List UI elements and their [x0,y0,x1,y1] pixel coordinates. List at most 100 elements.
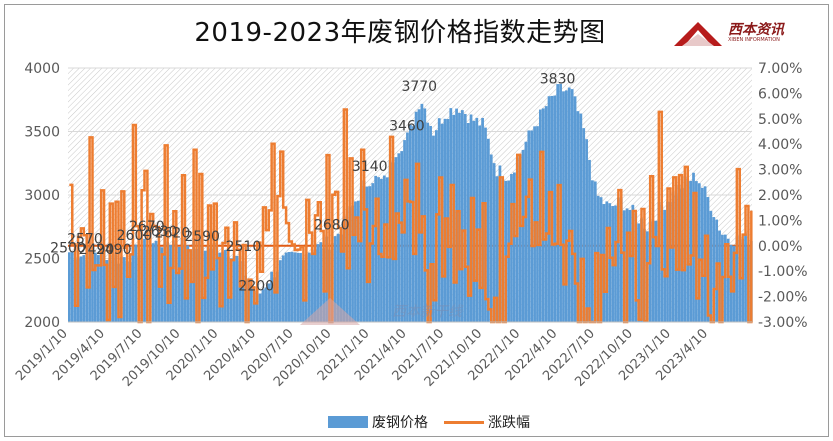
data-label: 2510 [226,239,262,255]
price-bar [585,139,588,322]
price-bar [313,249,317,322]
data-label: 2670 [129,219,165,235]
price-bar [591,180,594,322]
price-bar [278,260,282,322]
price-bar [180,237,184,322]
data-label: 3830 [540,72,576,88]
price-bar [429,125,432,323]
price-bar [466,123,470,322]
price-bar [697,183,701,322]
price-bar [250,284,253,322]
data-label: 2490 [96,242,132,258]
price-bar [486,138,490,322]
price-bar [114,254,117,322]
price-bar [397,153,401,322]
price-bar [420,103,424,322]
price-bar [671,191,675,322]
data-label: 2500 [50,241,86,257]
price-bar [521,149,525,322]
price-bar [134,244,138,322]
price-bar [212,243,216,322]
price-bar [273,277,276,322]
price-bar [209,248,213,322]
price-bar [527,130,531,322]
price-bar [241,260,245,322]
price-bar [336,233,340,322]
price-bar [738,240,742,322]
y-left-tick-label: 2000 [24,315,60,331]
y-left-tick-label: 3500 [24,125,60,141]
price-bar [512,172,516,322]
price-bar [617,197,620,322]
price-bar [562,91,565,322]
watermark-text: 西本新干线 [392,304,464,320]
price-bar [735,235,739,322]
price-bar [573,96,577,322]
price-bar [651,220,655,322]
price-bar [726,238,730,322]
legend-swatch-change [444,420,484,424]
price-bar [342,216,346,322]
data-label: 2680 [314,218,350,234]
price-bar [576,111,580,322]
logo-mark-icon [674,22,722,46]
price-bar [94,252,97,322]
price-bar [570,89,574,322]
price-bar [252,290,256,322]
price-bar [723,234,727,322]
price-bar [151,243,155,322]
price-bar [437,118,441,323]
price-bar [70,252,74,322]
y-right-tick-label: -3.00% [758,315,808,331]
price-bar [619,198,623,322]
price-bar [281,255,285,322]
price-bar [276,271,279,322]
data-label: 3770 [401,79,437,95]
price-bar [593,181,597,322]
price-bar [489,154,493,322]
logo: 西本资讯 XIBEN INFORMATION [672,16,802,50]
price-bar [495,176,499,322]
data-label: 2630 [142,224,178,240]
price-bar [544,106,548,322]
price-bar [163,234,167,322]
y-left-tick-label: 4000 [24,61,60,77]
price-bar [515,158,519,322]
price-bar [631,204,635,322]
price-bar [492,163,496,322]
price-bar [284,252,288,322]
watermark: 西本新干线 [300,298,464,325]
data-label: 3460 [389,119,425,135]
price-bar [406,132,409,322]
x-axis: 2019/1/102019/4/102019/7/102019/10/10202… [13,321,752,390]
price-bar [82,255,86,322]
legend-swatch-price [328,416,368,428]
price-bar [154,240,158,322]
price-bar [91,250,94,322]
price-bar [463,113,467,322]
price-bar [255,290,259,322]
price-bar [125,260,129,322]
price-bar [333,236,337,322]
price-bar [426,122,430,322]
price-bar [99,248,103,322]
price-bar [654,220,658,322]
chart-title: 2019-2023年废钢价格指数走势图 [194,18,606,48]
price-bar [637,223,640,322]
price-bar [744,233,747,322]
y-right-tick-label: 1.00% [758,213,802,229]
price-bar [339,234,343,322]
y-right-tick-label: 2.00% [758,188,802,204]
price-bar [224,249,227,322]
price-bar [567,87,571,322]
price-bar [351,205,354,322]
price-bar [238,261,242,322]
price-bar [299,252,302,322]
y-right-tick-label: 6.00% [758,86,802,102]
logo-name: 西本资讯 [728,22,784,38]
right-axis: -3.00% -2.00% -1.00% 0.00% 1.00% 2.00% 3.00% 4.… [758,61,808,331]
price-bar [102,250,106,322]
price-bar [356,200,360,322]
price-bar [648,221,652,322]
